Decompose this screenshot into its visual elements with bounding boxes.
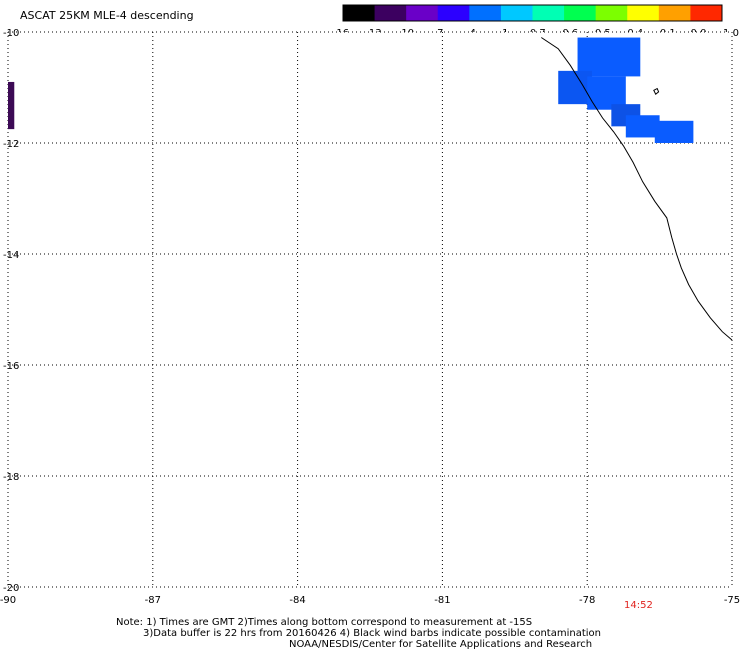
figure-title: ASCAT 25KM MLE-4 descending — [20, 9, 194, 22]
colorbar-segment — [658, 5, 691, 21]
map-area — [7, 31, 733, 588]
x-tick-label: -78 — [579, 595, 595, 606]
colorbar-segment — [437, 5, 470, 21]
colorbar-segment — [469, 5, 502, 21]
y-tick-label: -18 — [3, 472, 19, 483]
colorbar-segment — [690, 5, 723, 21]
x-tick-labels: -90 -87 -84 -81 -78 -75 — [0, 595, 740, 606]
coastline — [541, 37, 733, 341]
colorbar-segment — [343, 5, 376, 21]
x-tick-label: -75 — [724, 595, 740, 606]
y-tick-label: -14 — [3, 250, 19, 261]
y-tick-label: -16 — [3, 361, 19, 372]
colorbar-segment — [564, 5, 597, 21]
y-tick-label: -10 — [3, 28, 19, 39]
x-tick-label: -90 — [0, 595, 16, 606]
y-tick-label: -20 — [3, 583, 19, 594]
x-tick-label: -81 — [434, 595, 450, 606]
swath-strip — [8, 81, 15, 130]
colorbar-segment — [500, 5, 533, 21]
colorbar-border — [342, 4, 723, 22]
y-tick-labels: -10 -12 -14 -16 -18 -20 — [3, 28, 19, 594]
island-outline — [653, 87, 660, 95]
note-line-1: Note: 1) Times are GMT 2)Times along bot… — [116, 617, 533, 628]
data-cell — [625, 115, 660, 138]
y-tick-label: -12 — [3, 139, 19, 150]
data-cell — [654, 120, 694, 143]
x-tick-label: -87 — [145, 595, 161, 606]
colorbar-segment — [374, 5, 407, 21]
data-cell — [577, 37, 641, 77]
note-line-3: NOAA/NESDIS/Center for Satellite Applica… — [289, 639, 593, 650]
data-cells — [558, 37, 694, 143]
note-line-2: 3)Data buffer is 22 hrs from 20160426 4)… — [143, 628, 601, 639]
colorbar-segment — [406, 5, 439, 21]
colorbar-segment — [595, 5, 628, 21]
time-label: 14:52 — [624, 600, 653, 611]
color-scale-bar — [342, 4, 723, 22]
colorbar-segment — [627, 5, 660, 21]
data-cell — [558, 70, 593, 105]
colorbar-segment — [532, 5, 565, 21]
x-tick-label: -84 — [289, 595, 305, 606]
